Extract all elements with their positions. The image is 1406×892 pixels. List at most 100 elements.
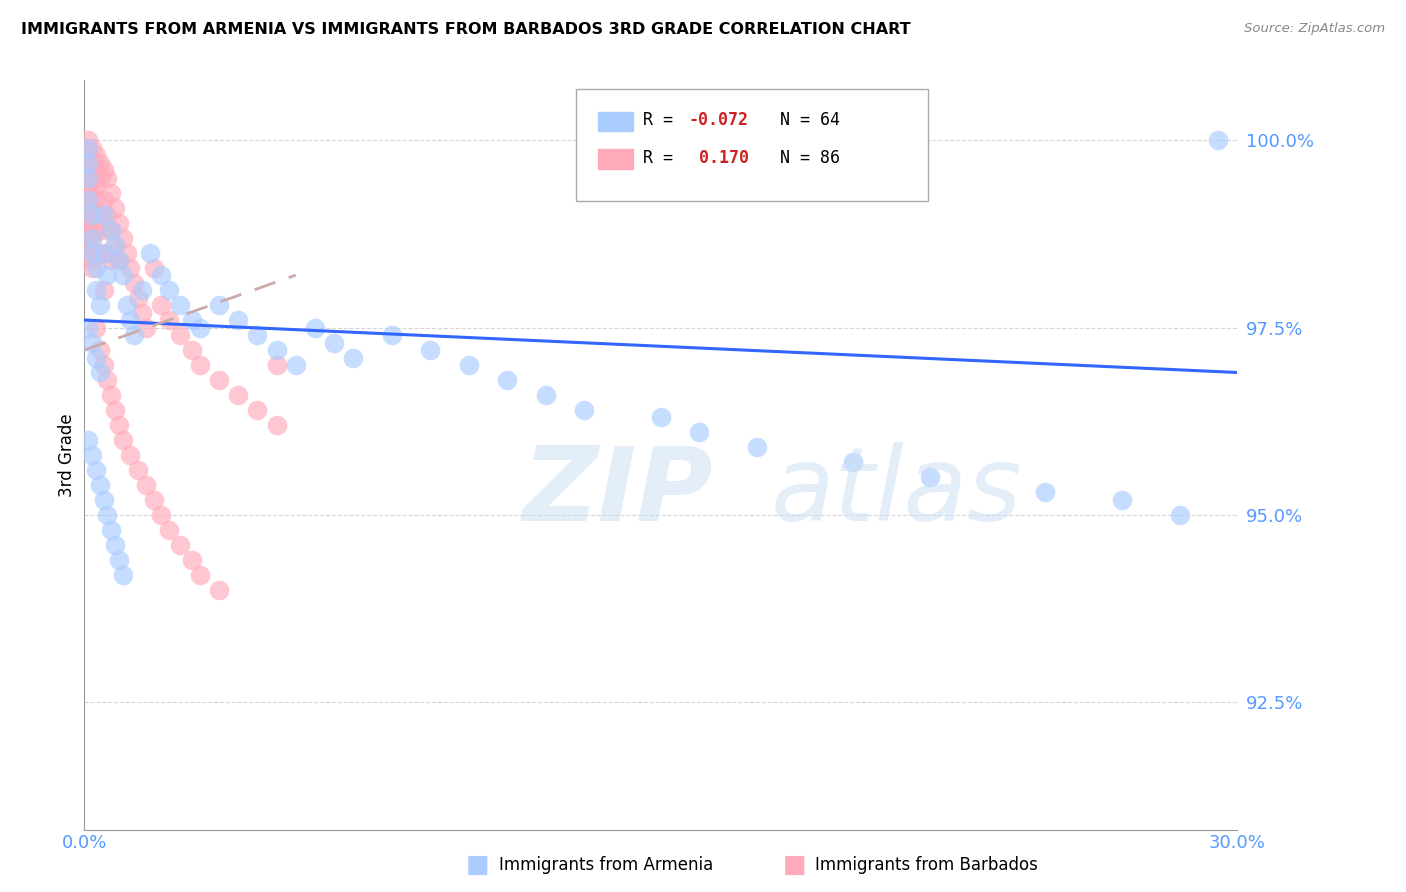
Point (104, 201, 127, 215)
Point (100, 523, 122, 537)
Point (77, 170, 100, 185)
Point (93, 283, 115, 297)
Point (1111, 492, 1133, 507)
Point (77, 230, 100, 244)
Point (89, 170, 111, 185)
Point (77, 170, 100, 185)
Point (108, 253, 131, 268)
Point (181, 343, 204, 357)
Point (100, 388, 122, 402)
Point (77, 178, 100, 193)
Point (77, 163, 100, 178)
Point (80, 253, 103, 268)
Point (96, 170, 118, 185)
Point (111, 268, 134, 282)
Point (80, 186, 103, 200)
Point (104, 238, 127, 252)
Point (108, 553, 131, 567)
Point (100, 186, 122, 200)
Point (127, 463, 149, 477)
Point (142, 492, 165, 507)
Text: R =: R = (643, 149, 682, 167)
Point (80, 230, 103, 244)
Point (77, 148, 100, 162)
Point (77, 141, 100, 155)
Point (124, 276, 146, 290)
Point (80, 216, 103, 230)
Point (104, 238, 127, 252)
Point (93, 245, 115, 260)
Point (93, 223, 115, 237)
Text: IMMIGRANTS FROM ARMENIA VS IMMIGRANTS FROM BARBADOS 3RD GRADE CORRELATION CHART: IMMIGRANTS FROM ARMENIA VS IMMIGRANTS FR… (21, 22, 911, 37)
Point (169, 538, 191, 552)
Point (266, 358, 288, 372)
Point (108, 216, 131, 230)
Point (534, 388, 557, 402)
Point (93, 163, 115, 178)
Point (208, 298, 231, 312)
Point (688, 425, 710, 440)
Text: N = 64: N = 64 (780, 112, 841, 129)
Point (80, 170, 103, 185)
Point (266, 343, 288, 357)
Point (100, 253, 122, 268)
Point (77, 216, 100, 230)
Point (157, 523, 180, 537)
Point (138, 245, 160, 260)
Point (84, 320, 107, 334)
Point (108, 253, 131, 268)
Point (93, 492, 115, 507)
Point (120, 260, 142, 275)
Point (135, 320, 157, 334)
Point (77, 238, 100, 252)
Point (89, 298, 111, 312)
Point (188, 358, 211, 372)
Point (96, 208, 118, 222)
Point (84, 283, 107, 297)
Point (80, 155, 103, 169)
Point (188, 567, 211, 582)
Point (111, 433, 134, 447)
Point (80, 141, 103, 155)
Point (284, 358, 307, 372)
Point (100, 223, 122, 237)
Point (84, 223, 107, 237)
Point (142, 260, 165, 275)
Point (208, 373, 231, 387)
Point (89, 208, 111, 222)
Point (150, 268, 173, 282)
Point (457, 358, 479, 372)
Point (115, 298, 138, 312)
Text: ZIP: ZIP (523, 442, 713, 543)
Point (80, 335, 103, 350)
Point (77, 223, 100, 237)
Point (93, 358, 115, 372)
Point (77, 133, 100, 147)
Point (181, 313, 204, 327)
Text: -0.072: -0.072 (689, 112, 749, 129)
Point (80, 448, 103, 462)
Point (115, 245, 138, 260)
Text: Immigrants from Armenia: Immigrants from Armenia (499, 856, 713, 874)
Point (127, 291, 149, 305)
Point (77, 193, 100, 207)
Point (96, 373, 118, 387)
Point (304, 320, 326, 334)
Point (89, 478, 111, 492)
Point (150, 298, 173, 312)
Point (188, 320, 211, 334)
Point (84, 208, 107, 222)
Text: ■: ■ (783, 854, 806, 877)
Point (745, 441, 768, 455)
Point (77, 186, 100, 200)
Point (108, 417, 131, 432)
Text: 0.170: 0.170 (689, 149, 749, 167)
Point (169, 298, 191, 312)
Point (1168, 508, 1191, 522)
Point (84, 193, 107, 207)
Point (84, 463, 107, 477)
Point (96, 245, 118, 260)
Point (93, 193, 115, 207)
Point (89, 366, 111, 380)
Point (89, 343, 111, 357)
